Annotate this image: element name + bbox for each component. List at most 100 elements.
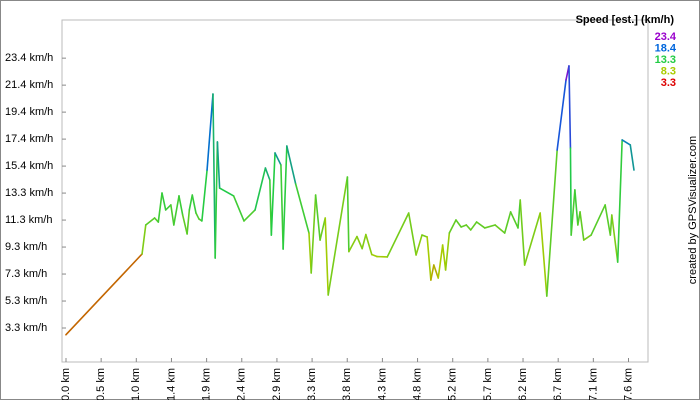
speed-segment	[181, 214, 188, 235]
y-tick-label: 17.4 km/h	[5, 133, 53, 145]
legend-title: Speed [est.] (km/h)	[576, 14, 675, 26]
speed-segment	[444, 232, 451, 271]
speed-segment	[621, 139, 632, 146]
speed-segment	[430, 264, 435, 281]
speed-segment	[274, 152, 282, 166]
speed-segment	[546, 149, 558, 297]
speed-segment	[348, 235, 358, 253]
y-tick-label: 11.3 km/h	[5, 214, 53, 226]
speed-segment	[324, 217, 329, 296]
x-tick-label: 2.9 km	[271, 368, 283, 400]
speed-segment	[519, 199, 526, 266]
speed-segment	[254, 167, 267, 211]
speed-segment	[161, 192, 167, 211]
x-tick-label: 4.3 km	[376, 368, 388, 400]
legend-entry: 18.4	[655, 42, 677, 54]
speed-segment	[448, 219, 457, 234]
y-tick-label: 23.4 km/h	[5, 52, 53, 64]
speed-segment	[539, 212, 548, 297]
legend-entry: 13.3	[655, 54, 676, 66]
speed-segment	[604, 204, 612, 236]
speed-segment	[523, 212, 541, 266]
speed-segment	[426, 236, 432, 281]
x-tick-label: 1.0 km	[130, 368, 142, 400]
x-tick-label: 5.7 km	[482, 368, 494, 400]
speed-segment	[216, 141, 221, 189]
speed-segment	[191, 194, 197, 214]
speed-segment	[569, 147, 572, 236]
speed-segment	[212, 93, 216, 259]
x-tick-label: 2.4 km	[236, 368, 248, 400]
x-tick-label: 5.2 km	[447, 368, 459, 400]
x-tick-label: 7.6 km	[622, 368, 634, 400]
speed-segment	[494, 224, 506, 234]
x-tick-label: 0.0 km	[60, 368, 72, 400]
x-tick-label: 0.5 km	[95, 368, 107, 400]
speed-segment	[310, 194, 317, 274]
speed-segment	[616, 139, 623, 263]
speed-segment	[365, 233, 373, 256]
speed-segment	[503, 211, 512, 234]
speed-segment	[611, 214, 619, 263]
speed-segment	[361, 233, 367, 250]
speed-segment	[164, 204, 172, 211]
speed-segment	[574, 189, 579, 226]
speed-segment	[65, 253, 143, 336]
x-tick-label: 3.8 km	[341, 368, 353, 400]
speed-segment	[386, 212, 410, 258]
y-tick-label: 15.4 km/h	[5, 160, 53, 172]
x-tick-label: 1.4 km	[165, 368, 177, 400]
x-tick-label: 3.3 km	[306, 368, 318, 400]
speed-segment	[356, 235, 363, 250]
speed-segment	[286, 145, 297, 185]
speed-segment	[370, 253, 378, 258]
legend-entry: 23.4	[655, 31, 677, 43]
speed-segment	[579, 211, 585, 241]
speed-segment	[264, 167, 271, 181]
speed-segment	[582, 234, 592, 241]
x-tick-label: 6.7 km	[552, 368, 564, 400]
speed-segment	[173, 195, 180, 226]
speed-segment	[465, 224, 472, 231]
speed-segment	[314, 194, 321, 241]
speed-segment	[186, 209, 191, 235]
speed-segment	[157, 192, 163, 223]
speed-segment	[483, 224, 496, 229]
legend-entry: 8.3	[661, 65, 676, 77]
speed-segment	[243, 209, 256, 222]
speed-segment	[509, 211, 519, 229]
speed-segment	[407, 212, 417, 256]
speed-segment	[590, 204, 606, 236]
credit: created by GPSVisualizer.com	[687, 136, 699, 284]
speed-segment	[475, 221, 486, 229]
y-tick-label: 9.3 km/h	[5, 241, 47, 253]
speed-segment	[294, 183, 310, 234]
y-tick-label: 13.3 km/h	[5, 187, 53, 199]
speed-segment	[469, 221, 478, 231]
y-tick-label: 21.4 km/h	[5, 79, 53, 91]
speed-segment	[282, 145, 288, 250]
y-tick-label: 7.3 km/h	[5, 268, 47, 280]
speed-segment	[570, 189, 576, 236]
speed-segment	[433, 264, 440, 279]
speed-segment	[270, 152, 276, 236]
speed-segment	[460, 224, 468, 228]
speed-segment	[327, 176, 349, 296]
speed-segment	[232, 195, 245, 222]
speed-segment	[141, 224, 147, 255]
y-tick-label: 19.4 km/h	[5, 106, 53, 118]
speed-segment	[629, 144, 635, 171]
speed-segment	[280, 164, 284, 250]
speed-segment	[437, 244, 444, 279]
legend-entry: 3.3	[661, 77, 676, 89]
speed-segment	[346, 176, 350, 253]
speed-segment	[319, 217, 327, 241]
speed-segment	[455, 219, 462, 228]
y-tick-label: 3.3 km/h	[5, 322, 47, 334]
speed-segment	[214, 141, 219, 259]
speed-segment	[218, 187, 235, 197]
speed-segment	[170, 204, 175, 226]
x-tick-label: 6.2 km	[517, 368, 529, 400]
